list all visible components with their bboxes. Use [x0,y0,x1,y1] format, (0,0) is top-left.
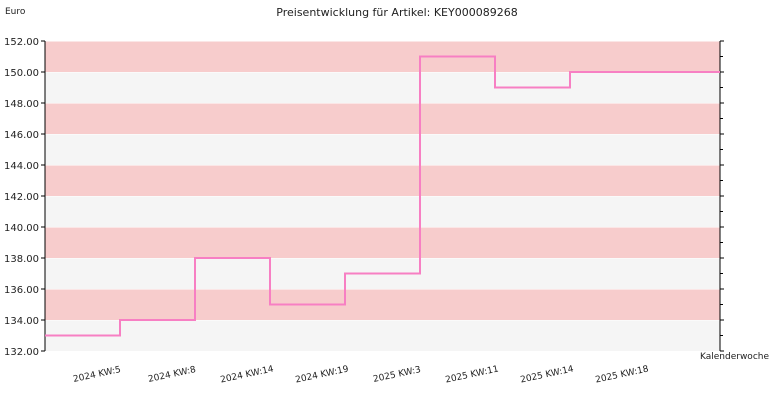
background-band [45,41,720,72]
background-band [45,196,720,227]
x-tick-label: 2024 KW:5 [72,365,122,385]
y-tick-label: 134.00 [4,316,39,327]
y-tick-label: 148.00 [4,99,39,110]
x-tick-label: 2024 KW:8 [147,365,197,385]
right-axis-ticks [720,40,724,352]
y-axis-label: Euro [5,7,26,17]
x-axis-ticks: 2024 KW:5 2024 KW:8 2024 KW:14 2024 KW:19 20… [72,364,650,385]
y-tick-label: 150.00 [4,68,39,79]
x-tick-label: 2025 KW:3 [372,365,422,385]
series-layer [45,55,720,337]
chart-title: Preisentwicklung für Artikel: KEY0000892… [276,6,517,19]
y-tick-label: 140.00 [4,223,39,234]
background-band [45,103,720,134]
background-band [45,227,720,258]
y-tick-label: 146.00 [4,130,39,141]
background-band [45,320,720,351]
x-tick-label: 2024 KW:19 [295,364,350,385]
background-band [45,165,720,196]
y-tick-label: 144.00 [4,161,39,172]
background-band [45,134,720,165]
x-tick-label: 2025 KW:18 [595,364,650,385]
background-bands [45,40,720,351]
y-tick-label: 136.00 [4,285,39,296]
y-tick-label: 138.00 [4,254,39,265]
y-axis-ticks: 132.00 134.00 136.00 138.00 140.00 142.00 144.… [4,37,45,358]
series-line [45,55,720,337]
y-tick-label: 132.00 [4,347,39,358]
background-band [45,72,720,103]
x-tick-label: 2025 KW:14 [520,364,575,385]
x-axis-label: Kalenderwoche [700,352,769,362]
x-tick-label: 2024 KW:14 [220,364,275,385]
y-tick-label: 142.00 [4,192,39,203]
background-band [45,289,720,320]
y-tick-label: 152.00 [4,37,39,48]
x-tick-label: 2025 KW:11 [445,365,500,386]
